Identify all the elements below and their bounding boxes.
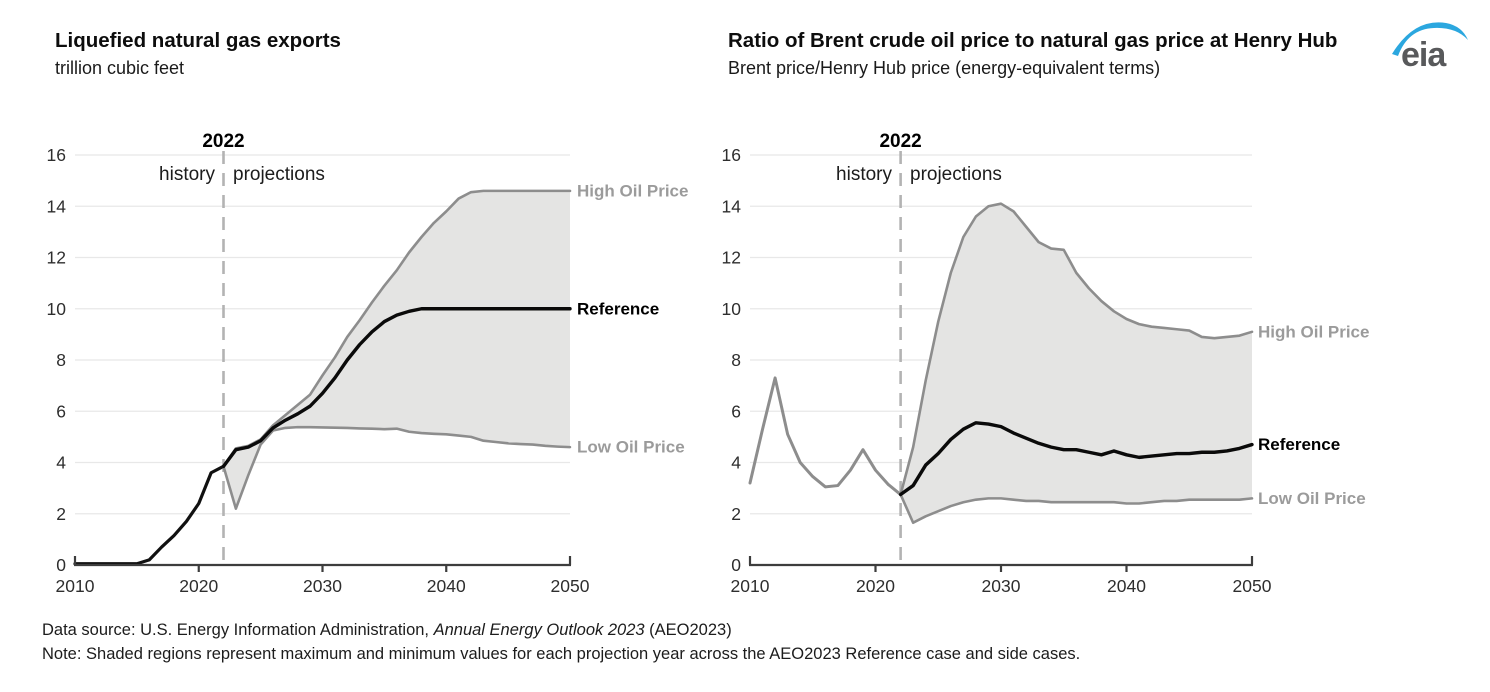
projections-label: projections: [910, 164, 1002, 185]
x-tick-label: 2020: [856, 576, 895, 596]
left-chart-subtitle: trillion cubic feet: [55, 58, 185, 78]
left-chart-title: Liquefied natural gas exports: [55, 29, 341, 52]
left-chart-svg: 0 2 4 6 8 10 12 14 16 2010 2020 2030 2040 2050 2022 h…: [47, 131, 689, 596]
footer-note: Note: Shaded regions represent maximum a…: [42, 645, 1081, 663]
high-oil-price-label: High Oil Price: [577, 182, 688, 201]
history-label: history: [159, 164, 215, 185]
series-line-reference: [221, 307, 572, 469]
y-tick-label: 16: [722, 145, 741, 165]
y-tick-label: 2: [731, 504, 741, 524]
series-line-high-oil-price: [222, 189, 572, 468]
y-tick-label: 10: [47, 299, 67, 319]
eia-logo-text: eia: [1401, 36, 1447, 74]
series-line-reference: [898, 421, 1254, 497]
low-oil-price-label: Low Oil Price: [1258, 489, 1366, 508]
projections-label: projections: [233, 164, 325, 185]
series-line-high-oil-price: [899, 202, 1254, 496]
x-tick-label: 2030: [303, 576, 342, 596]
footer-source: Data source: U.S. Energy Information Adm…: [42, 618, 1080, 642]
y-tick-label: 16: [47, 145, 66, 165]
x-tick-label: 2050: [551, 576, 590, 596]
low-oil-price-label: Low Oil Price: [577, 438, 685, 457]
y-tick-label: 4: [56, 453, 66, 473]
y-tick-label: 12: [722, 248, 741, 268]
x-tick-label: 2040: [1107, 576, 1146, 596]
right-chart-subtitle: Brent price/Henry Hub price (energy-equi…: [728, 58, 1161, 78]
x-tick-label: 2040: [427, 576, 466, 596]
high-oil-price-label: High Oil Price: [1258, 323, 1369, 342]
x-tick-label: 2020: [179, 576, 218, 596]
reference-label: Reference: [1258, 435, 1340, 454]
y-tick-label: 12: [47, 248, 66, 268]
history-label: history: [836, 164, 892, 185]
footer-source-prefix: Data source: U.S. Energy Information Adm…: [42, 621, 434, 639]
x-tick-label: 2030: [982, 576, 1021, 596]
minmax-band: [223, 190, 570, 509]
x-tick-label: 2050: [1233, 576, 1272, 596]
y-tick-label: 6: [731, 401, 741, 421]
right-chart-drawing: 0 2 4 6 8 10 12 14 16 2010 2020 2030 2040 2050: [722, 145, 1272, 596]
footer-source-italic: Annual Energy Outlook 2023: [433, 621, 645, 639]
y-tick-label: 14: [47, 196, 67, 216]
series-line-history: [73, 464, 226, 566]
eia-logo: eia: [1392, 22, 1468, 74]
y-tick-label: 0: [731, 555, 741, 575]
y-tick-label: 8: [56, 350, 66, 370]
divider-year-label: 2022: [202, 131, 244, 152]
footer: Data source: U.S. Energy Information Adm…: [42, 618, 1080, 666]
y-tick-label: 2: [56, 504, 66, 524]
divider-year-label: 2022: [879, 131, 921, 152]
minmax-band: [900, 203, 1252, 523]
y-tick-label: 4: [731, 453, 741, 473]
left-chart-titles: Liquefied natural gas exports trillion c…: [55, 26, 615, 82]
series-line-low-oil-price: [222, 425, 572, 510]
y-tick-label: 6: [56, 401, 66, 421]
series-line-low-oil-price: [899, 493, 1254, 525]
eia-swoosh-icon: [1392, 22, 1468, 56]
x-tick-label: 2010: [56, 576, 95, 596]
x-tick-label: 2010: [731, 576, 770, 596]
right-chart-title: Ratio of Brent crude oil price to natura…: [728, 29, 1338, 52]
footer-source-suffix: (AEO2023): [644, 621, 732, 639]
left-chart-drawing: 0 2 4 6 8 10 12 14 16 2010 2020 2030 2040 2050: [47, 145, 590, 596]
series-line-history: [748, 376, 903, 497]
y-tick-label: 10: [722, 299, 742, 319]
reference-label: Reference: [577, 300, 659, 319]
y-tick-label: 14: [722, 196, 742, 216]
right-chart-titles: Ratio of Brent crude oil price to natura…: [728, 26, 1376, 82]
y-tick-label: 0: [56, 555, 66, 575]
y-tick-label: 8: [731, 350, 741, 370]
right-chart-svg: 0 2 4 6 8 10 12 14 16 2010 2020 2030 2040 2050 2022 h…: [722, 131, 1370, 596]
